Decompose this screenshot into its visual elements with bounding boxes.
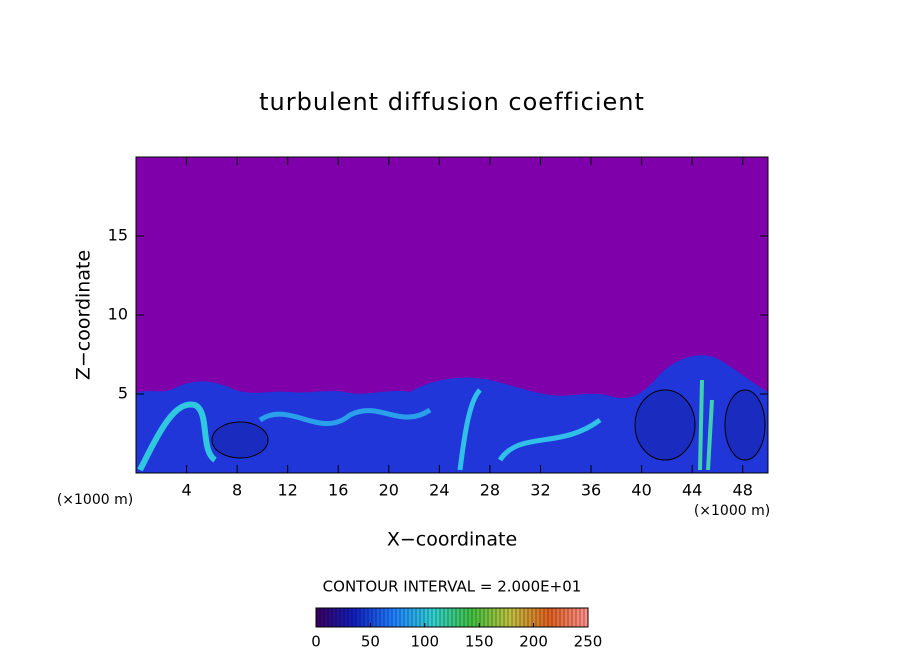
contour (211, 421, 269, 459)
colorbar-tick-label: 100 (410, 633, 439, 651)
x-tick-label: 40 (631, 481, 651, 500)
x-axis-title: X−coordinate (387, 529, 517, 551)
colorbar-tick-label: 200 (519, 633, 548, 651)
y-tick-label: 10 (108, 305, 128, 324)
x-tick-label: 44 (682, 481, 702, 500)
x-tick-label: 28 (480, 481, 500, 500)
y-unit: (×1000 m) (57, 492, 133, 508)
x-tick-label: 24 (429, 481, 449, 500)
contour (634, 389, 696, 461)
contour (724, 389, 766, 461)
x-tick-label: 20 (379, 481, 399, 500)
x-unit: (×1000 m) (694, 503, 770, 519)
colorbar-tick-label: 0 (311, 633, 321, 651)
x-tick-label: 32 (530, 481, 550, 500)
streak (137, 401, 218, 472)
turbulent-region (136, 355, 768, 473)
streak (258, 407, 432, 427)
chart-title: turbulent diffusion coefficient (259, 88, 645, 116)
y-tick-label: 5 (118, 384, 128, 403)
colorbar-tick-label: 50 (361, 633, 380, 651)
colorbar-tick-label: 250 (574, 633, 603, 651)
x-tick-label: 8 (232, 481, 242, 500)
streak (457, 388, 602, 471)
plot-area (135, 156, 769, 474)
colorbar-tick-label: 150 (465, 633, 494, 651)
x-tick-label: 36 (581, 481, 601, 500)
contour-interval: CONTOUR INTERVAL = 2.000E+01 (323, 578, 582, 596)
x-tick-label: 16 (328, 481, 348, 500)
x-tick-label: 12 (278, 481, 298, 500)
y-tick-label: 15 (108, 226, 128, 245)
x-tick-label: 48 (733, 481, 753, 500)
x-tick-label: 4 (181, 481, 191, 500)
streak (698, 379, 714, 471)
y-axis-title: Z−coordinate (73, 250, 95, 380)
